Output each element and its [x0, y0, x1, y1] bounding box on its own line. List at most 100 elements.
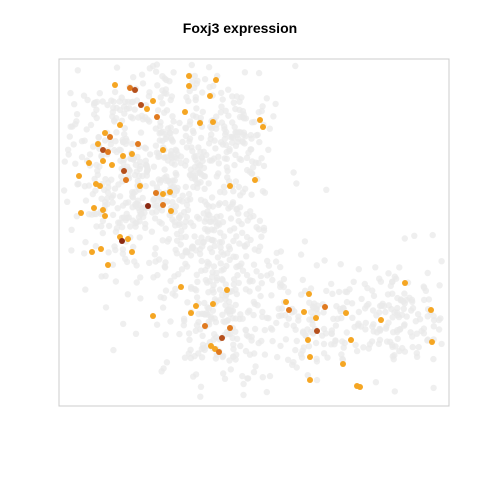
expressing-cells	[76, 73, 435, 390]
background-cell	[242, 286, 250, 293]
expressing-cell	[91, 205, 97, 211]
background-cell	[205, 289, 212, 296]
background-cell	[231, 161, 238, 169]
background-cell	[223, 262, 230, 270]
background-cell	[229, 199, 237, 206]
background-cell	[70, 141, 77, 148]
background-cell	[319, 332, 326, 339]
background-cell	[202, 266, 209, 274]
background-cell	[184, 299, 191, 306]
background-cell	[214, 254, 222, 261]
expressing-cell	[402, 280, 408, 286]
expressing-cell	[160, 191, 166, 197]
background-cell	[255, 226, 263, 233]
background-cell	[192, 94, 199, 101]
expressing-cell	[100, 158, 106, 164]
background-cell	[273, 249, 280, 257]
expressing-cell	[167, 189, 173, 195]
background-cell	[242, 347, 250, 355]
background-cell	[373, 312, 380, 319]
background-cell	[387, 282, 394, 290]
background-cell	[250, 261, 258, 268]
background-cell	[193, 80, 200, 87]
background-cell	[107, 141, 115, 148]
background-cell	[124, 291, 131, 298]
background-cell	[282, 336, 290, 343]
background-cell	[121, 110, 128, 117]
background-cell	[209, 203, 217, 210]
background-cell	[157, 94, 164, 101]
background-cell	[232, 178, 240, 185]
background-cell	[295, 317, 302, 324]
background-cell	[205, 260, 212, 267]
expressing-cell	[98, 246, 104, 252]
background-cell	[297, 251, 305, 258]
background-cell	[313, 355, 320, 362]
background-cell	[298, 291, 305, 298]
background-cell	[152, 125, 159, 132]
background-cell	[292, 346, 299, 354]
background-cell	[237, 342, 244, 350]
background-cell	[413, 330, 420, 337]
background-cell	[183, 157, 190, 165]
background-cell	[60, 187, 68, 194]
background-cell	[243, 154, 251, 161]
background-cell	[430, 384, 437, 392]
expressing-cell	[112, 82, 118, 88]
background-cell	[168, 136, 175, 144]
background-cell	[413, 353, 421, 360]
background-cell	[176, 330, 183, 338]
background-cell	[306, 316, 313, 323]
background-cell	[154, 271, 161, 279]
background-cell	[68, 226, 75, 233]
background-cell	[266, 125, 273, 132]
background-cell	[72, 121, 79, 128]
background-cell	[104, 201, 111, 208]
background-cell	[358, 295, 365, 303]
background-cell	[226, 147, 233, 155]
background-cell	[200, 148, 207, 155]
background-cell	[145, 93, 153, 100]
background-cell	[389, 353, 396, 360]
background-cell	[112, 138, 119, 145]
background-cell	[240, 391, 247, 399]
background-cell	[246, 278, 253, 285]
background-cell	[129, 204, 136, 211]
background-cell	[111, 185, 119, 192]
background-cell	[309, 321, 316, 328]
expressing-cell	[89, 249, 95, 255]
background-cell	[232, 356, 239, 363]
background-cell	[170, 118, 177, 125]
background-cell	[248, 146, 255, 153]
expressing-cell	[340, 361, 346, 367]
background-cell	[425, 296, 433, 303]
background-cell	[87, 121, 95, 129]
background-cell	[213, 173, 220, 180]
background-cell	[167, 124, 174, 131]
background-cell	[229, 119, 236, 126]
background-cell	[136, 234, 143, 241]
background-cell	[132, 188, 139, 195]
expressing-cell	[78, 210, 84, 216]
expressing-cell	[286, 307, 292, 313]
background-cell	[128, 155, 135, 162]
background-cell	[261, 189, 269, 196]
background-cell	[362, 319, 369, 327]
background-cell	[401, 321, 408, 328]
background-cell	[211, 227, 218, 234]
background-cell	[232, 151, 239, 158]
background-cell	[240, 380, 247, 388]
background-cell	[185, 330, 193, 337]
background-cell	[149, 209, 156, 216]
background-cell	[238, 260, 245, 267]
background-cell	[143, 162, 150, 169]
background-cell	[251, 246, 258, 253]
background-cell	[136, 158, 144, 165]
background-cell	[370, 292, 378, 300]
background-cell	[343, 298, 351, 306]
background-cell	[74, 67, 82, 74]
background-cell	[206, 157, 214, 164]
expressing-cell	[117, 122, 123, 128]
background-cell	[161, 166, 168, 173]
background-cell	[176, 119, 183, 127]
